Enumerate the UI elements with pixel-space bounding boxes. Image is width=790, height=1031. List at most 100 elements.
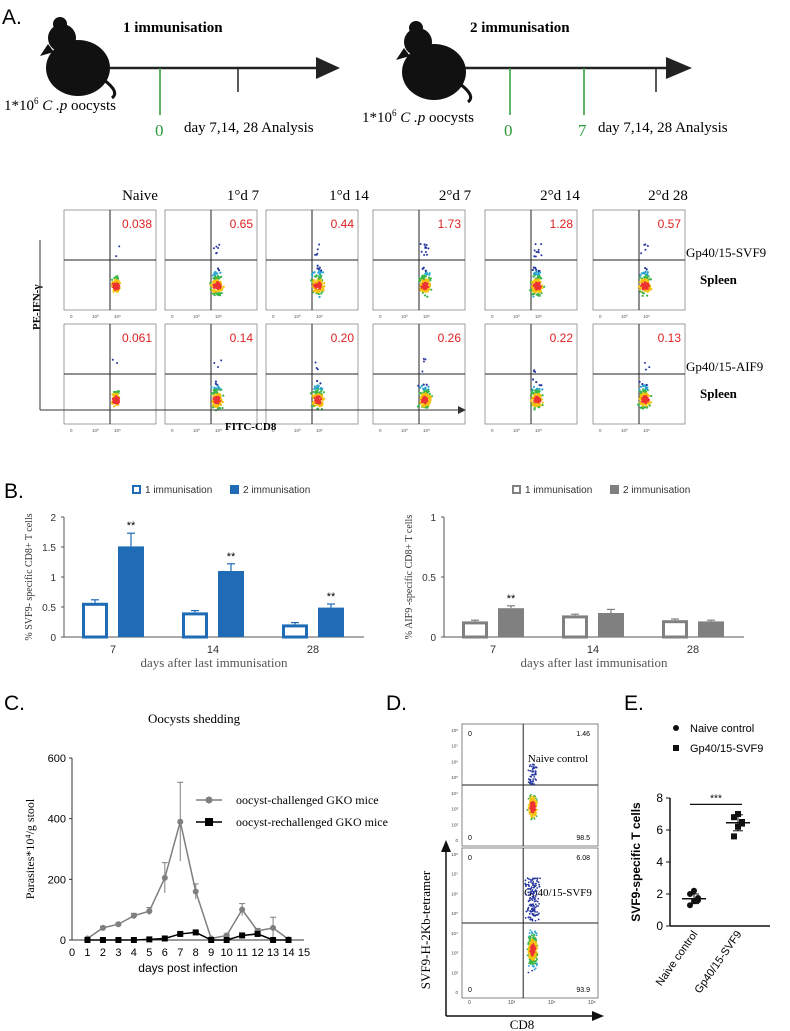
x-tick-label: 9 (208, 947, 214, 959)
flow-event-dot (537, 406, 540, 409)
flow-event-dot (640, 406, 643, 409)
flow-event-dot (530, 811, 533, 814)
flow-event-dot (214, 404, 217, 407)
flow-event-dot (539, 277, 543, 280)
timeline-2-arrowhead (666, 57, 692, 79)
bar-0 (662, 620, 688, 639)
scheme-1-title: 1 immunisation (123, 20, 223, 36)
flow-event-dot (319, 279, 323, 282)
legend-label: 2 immunisation (243, 485, 310, 496)
flow-event-dot (644, 368, 647, 371)
flow-event-dot (535, 815, 538, 818)
flow-event-dot (423, 287, 426, 290)
flow-event-dot (532, 286, 535, 289)
flow-event-dot (219, 407, 222, 410)
data-point (691, 887, 697, 894)
x-tick-label: 10³ (508, 1000, 516, 1006)
panel-e-label: E. (624, 692, 644, 715)
data-point (731, 833, 737, 840)
flow-event-dot (642, 393, 646, 396)
y-tick-label: 8 (656, 791, 663, 805)
flow-cytometry-grid: Naive 1°d 7 1°d 14 2°d 7 2°d 14 2°d 28 0.038 0 1… (63, 188, 766, 433)
flow-event-dot (314, 361, 317, 364)
flow-event-dot (531, 879, 534, 881)
flow-event-dot (210, 285, 214, 288)
flow-event-dot (532, 882, 534, 885)
flow-row-label: Gp40/15-SVF9 (686, 245, 766, 260)
flow-event-dot (637, 402, 640, 405)
significance-label: ** (227, 551, 236, 563)
y-tick-label: 10⁷ (451, 872, 458, 877)
bar-1 (218, 571, 244, 637)
flow-event-dot (112, 400, 115, 404)
flow-x-tick: 10⁰ (193, 314, 200, 319)
flow-event-dot (426, 286, 429, 289)
flow-event-dot (219, 292, 222, 295)
flow-event-dot (529, 918, 532, 921)
flow-event-dot (644, 243, 647, 246)
flow-x-tick: 10⁵ (215, 314, 222, 319)
flow-event-dot (535, 934, 538, 937)
flow-x-tick: 10⁵ (423, 314, 430, 319)
flow-event-dot (538, 281, 541, 284)
flow-event-dot (531, 958, 534, 961)
flow-event-dot (528, 962, 530, 965)
flow-event-dot (218, 243, 221, 246)
flow-event-dot (532, 385, 536, 388)
flow-event-dot (319, 284, 322, 287)
flow-event-dot (219, 403, 223, 407)
flow-percent-value: 0.038 (122, 217, 152, 231)
flow-event-dot (532, 804, 535, 806)
legend-label: Gp40/15-SVF9 (690, 743, 763, 755)
flow-event-dot (531, 378, 535, 381)
flow-event-dot (527, 900, 530, 903)
flow-event-dot (318, 281, 321, 285)
flow-x-tick: 10⁵ (114, 428, 121, 433)
flow-percent-value: 0.22 (550, 331, 574, 345)
x-tick-label: 11 (236, 947, 247, 959)
data-point (146, 908, 153, 915)
flow-event-dot (310, 279, 313, 282)
flow-event-dot (532, 810, 535, 813)
flow-event-dot (421, 290, 424, 293)
flow-event-dot (532, 936, 534, 939)
flow-event-dot (117, 396, 120, 399)
flow-event-dot (209, 283, 212, 286)
legend-swatch (610, 485, 619, 494)
flow-event-dot (217, 400, 220, 403)
flow-x-tick: 10⁰ (513, 428, 520, 433)
data-point (192, 929, 199, 936)
flow-event-dot (534, 255, 537, 258)
significance-label: *** (710, 793, 722, 804)
flow-event-dot (537, 275, 540, 278)
flow-event-dot (212, 402, 215, 405)
flow-event-dot (533, 406, 536, 410)
x-tick-label: 5 (146, 947, 152, 959)
flow-event-dot (319, 404, 323, 408)
flow-event-dot (534, 772, 536, 775)
flow-event-dot (524, 883, 527, 886)
flow-x-tick: 10⁰ (294, 428, 301, 433)
flow-event-dot (213, 398, 216, 401)
flow-event-dot (419, 283, 422, 287)
flow-event-dot (529, 936, 532, 939)
flow-event-dot (530, 391, 533, 394)
legend-label: oocyst-challenged GKO mice (236, 793, 379, 807)
flow-event-dot (529, 944, 531, 947)
x-tick-label: 7 (110, 644, 116, 656)
flow-event-dot (321, 387, 324, 390)
flow-event-dot (534, 403, 537, 406)
flow-event-dot (532, 940, 535, 942)
flow-event-dot (318, 270, 321, 273)
flow-event-dot (318, 295, 321, 299)
flow-event-dot (528, 813, 531, 815)
flow-event-dot (648, 404, 651, 407)
x-tick-label: 3 (115, 947, 121, 959)
y-tick-label: 0 (60, 935, 66, 947)
flow-event-dot (423, 279, 426, 282)
bar-0 (282, 624, 308, 639)
flow-event-dot (427, 385, 430, 388)
flow-event-dot (526, 909, 529, 912)
bar-1 (598, 613, 624, 637)
flow-event-dot (533, 764, 535, 766)
